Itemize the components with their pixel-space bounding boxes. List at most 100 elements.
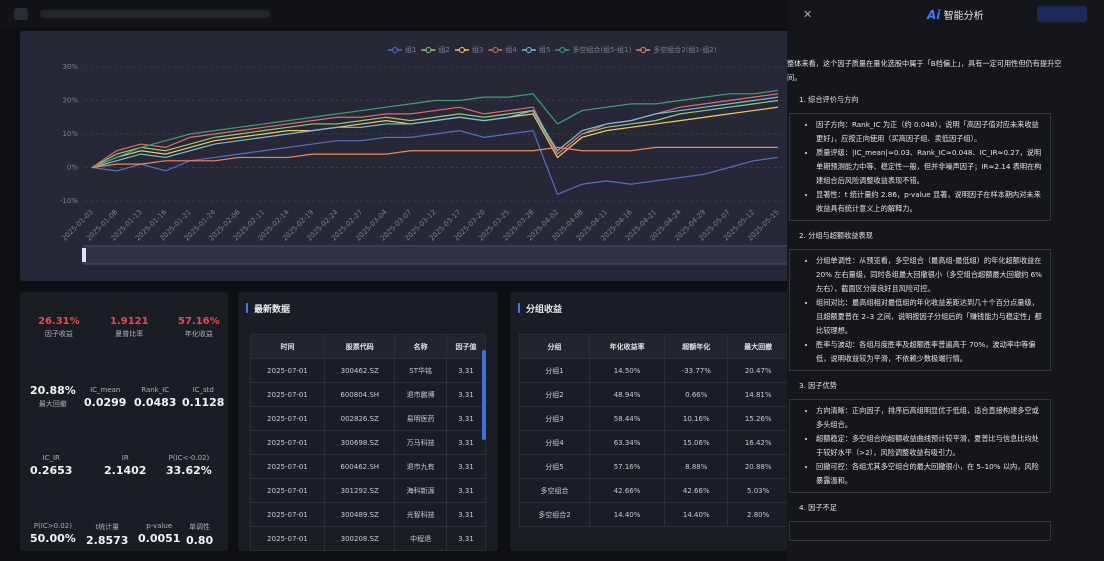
legend-label: 组5	[539, 45, 550, 54]
stat: 57.16% 年化收益	[178, 316, 220, 341]
stat: IC_IR 0.2653	[30, 452, 72, 477]
legend-label: 组3	[472, 45, 483, 54]
cell: 分组2	[519, 382, 590, 407]
row: 2025-07-01 600462.SH 退市九有 3.31	[249, 454, 487, 479]
stat-value: 0.0299	[84, 396, 127, 409]
latest-panel: 最新数据 时间 股票代码 名称 因子值 2025-07-01 300462.SZ ST华铭 3…	[238, 292, 498, 551]
row: 2025-07-01 300208.SZ 中程退 3.31	[249, 526, 487, 551]
section-heading: 4. 因子不足	[799, 503, 837, 512]
chart-panel: -10% 0% 10% 20% 30% 2025-01-03 2025-01-08 2025-…	[20, 31, 795, 281]
stat-label: Rank_IC	[141, 386, 170, 394]
legend-dot	[425, 47, 432, 53]
stat-value: 2.8573	[86, 534, 129, 547]
cell: 海科新源	[394, 478, 447, 503]
header-cell: 时间	[249, 334, 326, 359]
row: 2025-07-01 300698.SZ 万马科技 3.31	[249, 430, 487, 455]
legend-dot	[559, 47, 566, 53]
stat: IC_mean 0.0299	[84, 384, 126, 409]
ai-title: Ai 智能分析	[927, 8, 984, 24]
header-cell: 因子值	[445, 334, 487, 359]
ai-body: 整体来看，这个因子质量在量化选股中属于「B档偏上」，具有一定可用性但仍有提升空间…	[787, 57, 1093, 541]
cell: 42.66%	[588, 478, 666, 503]
header-cell: 年化收益率	[588, 334, 666, 359]
stat: 单调性 0.80	[186, 520, 213, 547]
stat: p-value 0.0051	[138, 520, 180, 545]
row: 2025-07-01 300462.SZ ST华铭 3.31	[249, 358, 487, 383]
header-cell: 分组	[519, 334, 590, 359]
cell: 300208.SZ	[324, 526, 396, 551]
section-box: 方向清晰：正向因子，排序后高组明显优于低组，适合直接构建多空或多头组合。超额稳定…	[789, 399, 1051, 493]
stat-value: 0.0051	[138, 532, 181, 545]
line-chart: -10%0%10%20%30%2025-01-032025-01-082025-…	[60, 45, 795, 265]
stat: P(IC<-0.02) 33.62%	[166, 452, 212, 477]
stat-label: P(IC>0.02)	[33, 522, 72, 530]
cell: 中程退	[394, 526, 447, 551]
cell: 002490.SZ	[324, 550, 396, 551]
intro: 整体来看，这个因子质量在量化选股中属于「B档偏上」，具有一定可用性但仍有提升空间…	[787, 59, 1062, 82]
cell: 光智科技	[394, 502, 447, 527]
series-line	[91, 99, 779, 169]
cell: 14.40%	[664, 502, 729, 527]
cell: 15.06%	[664, 430, 729, 455]
stat-value: 0.0483	[134, 396, 177, 409]
stat-label: t统计量	[95, 523, 120, 531]
cell: 易明医药	[394, 406, 447, 431]
cell: 2025-07-01	[249, 406, 326, 431]
stat-value: 20.88%	[30, 384, 76, 397]
cell: 多空组合	[519, 478, 590, 503]
stat-label: P(IC<-0.02)	[168, 454, 210, 462]
cell: 3.31	[445, 358, 487, 383]
cell: 2025-07-01	[249, 382, 326, 407]
cell: 2.80%	[727, 502, 789, 527]
cell: 3.31	[445, 478, 487, 503]
cell: 3.31	[445, 550, 487, 551]
cell: 退市鹏博	[394, 382, 447, 407]
stat-value: 2.1402	[104, 464, 147, 477]
header-button[interactable]	[1037, 6, 1087, 22]
row: 分组1 14.50% -33.77% 20.47%	[519, 358, 789, 383]
bullet: 方向清晰：正向因子，排序后高组明显优于低组，适合直接构建多空或多头组合。	[816, 404, 1042, 432]
header-row: 时间 股票代码 名称 因子值	[249, 334, 487, 359]
header-row: 分组 年化收益率 超额年化 最大回撤	[519, 334, 789, 359]
cell: 300462.SZ	[324, 358, 396, 383]
stat-value: 0.2653	[30, 464, 73, 477]
cell: 600804.SH	[324, 382, 396, 407]
legend-dot	[458, 47, 465, 53]
series-line	[91, 93, 779, 168]
cell: 分组4	[519, 430, 590, 455]
series-line	[91, 96, 779, 169]
stat-value: 33.62%	[166, 464, 212, 477]
cell: 15.26%	[727, 406, 789, 431]
stat: 26.31% 因子收益	[38, 316, 80, 341]
ai-logo: Ai	[927, 8, 941, 22]
ai-panel: ✕ Ai 智能分析 整体来看，这个因子质量在量化选股中属于「B档偏上」，具有一定…	[787, 0, 1104, 561]
groups-panel: 分组收益 分组 年化收益率 超额年化 最大回撤 分组1 14.50% -33.77% 20.4…	[510, 292, 800, 551]
cell: 3.31	[445, 502, 487, 527]
cell: 分组5	[519, 454, 590, 479]
series-line	[91, 106, 779, 169]
stat-label: 最大回撤	[38, 400, 67, 408]
legend-dot	[392, 47, 398, 53]
stat-label: p-value	[146, 522, 173, 530]
cell: 57.16%	[588, 454, 666, 479]
panel-title: 分组收益	[517, 302, 562, 315]
stat-label: 单调性	[189, 523, 211, 531]
row: 分组5 57.16% 8.88% 20.88%	[519, 454, 789, 479]
stat-label: IC_mean	[90, 386, 121, 394]
latest-table: 时间 股票代码 名称 因子值 2025-07-01 300462.SZ ST华铭 3.31 20…	[249, 334, 487, 551]
legend-label: 多空组合(组5-组1)	[572, 45, 631, 54]
cell: 3.31	[445, 430, 487, 455]
section-heading: 3. 因子优势	[799, 381, 837, 390]
series-line	[91, 89, 779, 169]
cell: 2025-07-01	[249, 502, 326, 527]
close-button[interactable]: ✕	[803, 8, 813, 21]
cell: 20.47%	[727, 358, 789, 383]
cell: 2025-07-01	[249, 526, 326, 551]
stat-label: IC_IR	[42, 454, 60, 462]
header-cell: 超额年化	[664, 334, 729, 359]
cell: 0.66%	[664, 382, 729, 407]
stat-value: 0.1128	[182, 396, 225, 409]
stat: 1.9121 夏普比率	[110, 316, 149, 341]
nav	[40, 10, 270, 18]
bullet-list: 分组单调性：从预览看，多空组合（最高组-最低组）的年化超额收益在 20% 左右量…	[808, 254, 1042, 366]
